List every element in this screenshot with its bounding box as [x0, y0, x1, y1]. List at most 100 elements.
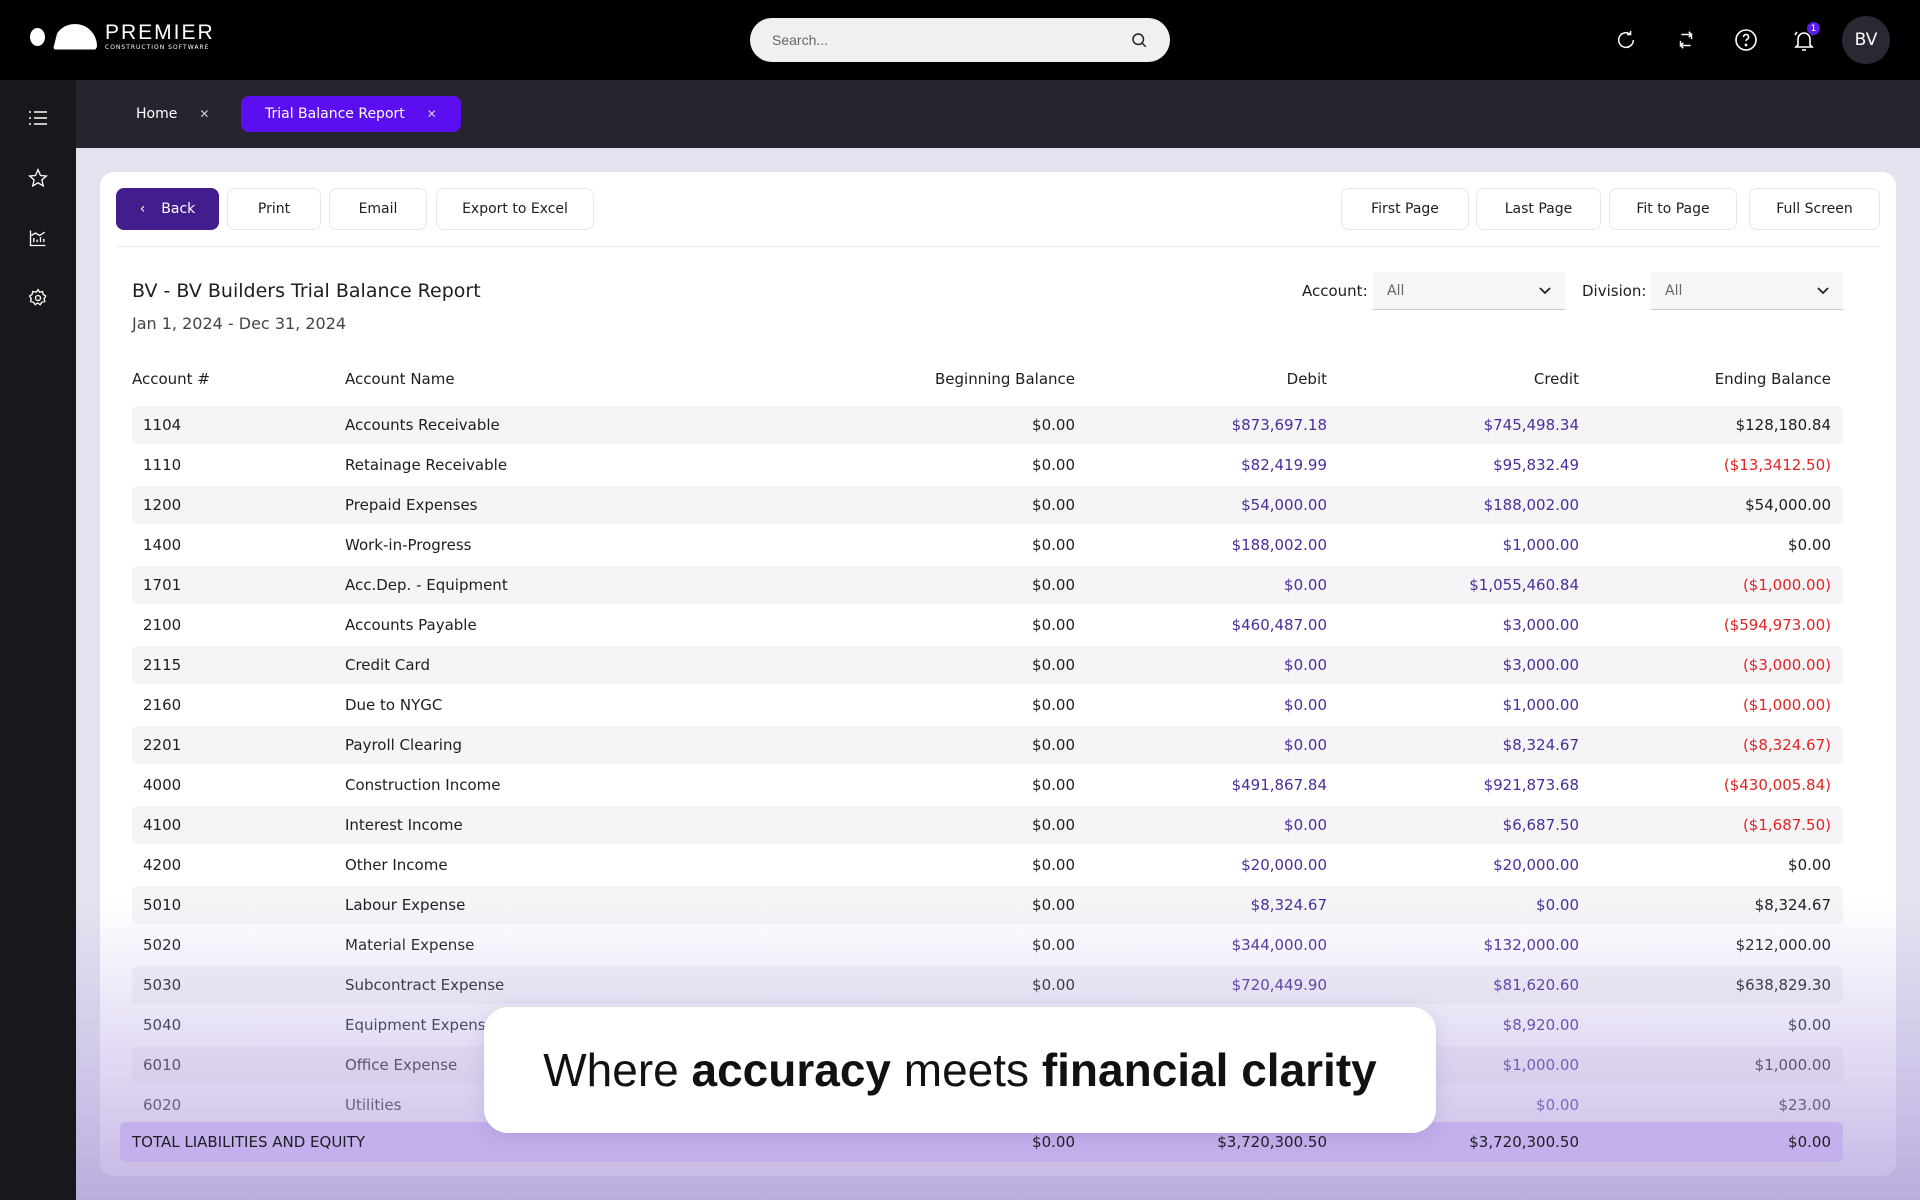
tab-trial-balance-report[interactable]: Trial Balance Report ✕: [241, 96, 461, 132]
cell-credit: $8,324.67: [1502, 736, 1579, 754]
back-label: Back: [161, 201, 196, 217]
cell-beginning-balance: $0.00: [1032, 456, 1075, 474]
cell-credit: $20,000.00: [1493, 856, 1579, 874]
table-row[interactable]: 1400 Work-in-Progress $0.00 $188,002.00 $1,0…: [132, 526, 1843, 564]
cell-beginning-balance: $0.00: [1032, 416, 1075, 434]
search-bar[interactable]: [750, 18, 1170, 62]
cell-debit: $0.00: [1284, 576, 1327, 594]
export-excel-button[interactable]: Export to Excel: [436, 188, 594, 230]
header-beginning-balance: Beginning Balance: [934, 370, 1075, 388]
cell-beginning-balance: $0.00: [1032, 776, 1075, 794]
search-input[interactable]: [772, 32, 1112, 48]
cell-debit: $20,000.00: [1241, 856, 1327, 874]
cell-debit: $0.00: [1284, 736, 1327, 754]
cell-account-number: 2160: [143, 696, 182, 714]
settings-gear-icon[interactable]: [24, 284, 52, 312]
cell-beginning-balance: $0.00: [1032, 536, 1075, 554]
table-row[interactable]: 2201 Payroll Clearing $0.00 $0.00 $8,324.67 (…: [132, 726, 1843, 764]
cell-account-name: Accounts Receivable: [345, 416, 500, 434]
cell-credit: $3,000.00: [1502, 656, 1579, 674]
table-row[interactable]: 1104 Accounts Receivable $0.00 $873,697.18 $…: [132, 406, 1843, 444]
cell-beginning-balance: $0.00: [1032, 816, 1075, 834]
cell-ending-balance: ($430,005.84): [1723, 776, 1831, 794]
header-account-name: Account Name: [345, 370, 455, 388]
fit-to-page-button[interactable]: Fit to Page: [1609, 188, 1737, 230]
account-select[interactable]: All: [1373, 272, 1565, 310]
cell-debit: $720,449.90: [1231, 976, 1327, 994]
cell-account-name: Labour Expense: [345, 896, 466, 914]
cell-ending-balance: $54,000.00: [1745, 496, 1831, 514]
cell-ending-balance: ($1,000.00): [1742, 576, 1831, 594]
tagline-text: meets: [891, 1044, 1042, 1096]
cell-account-name: Payroll Clearing: [345, 736, 462, 754]
cell-debit: $873,697.18: [1231, 416, 1327, 434]
close-tab-icon[interactable]: ✕: [199, 107, 210, 121]
account-select-value: All: [1387, 282, 1405, 299]
notifications-icon[interactable]: 1: [1788, 22, 1820, 56]
cell-account-name: Credit Card: [345, 656, 430, 674]
menu-list-icon[interactable]: [24, 104, 52, 132]
cell-account-number: 1104: [143, 416, 182, 434]
table-row[interactable]: 4000 Construction Income $0.00 $491,867.84 $…: [132, 766, 1843, 804]
refresh-icon[interactable]: [1610, 24, 1642, 56]
cell-debit: $460,487.00: [1231, 616, 1327, 634]
table-row[interactable]: 4100 Interest Income $0.00 $0.00 $6,687.50 ($…: [132, 806, 1843, 844]
tab-bar: Home ✕ Trial Balance Report ✕: [76, 80, 1920, 148]
chevron-left-icon: ‹: [139, 201, 146, 217]
cell-account-name: Material Expense: [345, 936, 475, 954]
table-row[interactable]: 5030 Subcontract Expense $0.00 $720,449.90 $…: [132, 966, 1843, 1004]
sync-icon[interactable]: [1670, 24, 1702, 56]
cell-ending-balance: ($8,324.67): [1742, 736, 1831, 754]
cell-ending-balance: $1,000.00: [1754, 1056, 1831, 1074]
help-icon[interactable]: [1730, 24, 1762, 56]
brand-tagline: CONSTRUCTION SOFTWARE: [105, 44, 210, 51]
cell-debit: $82,419.99: [1241, 456, 1327, 474]
division-select-value: All: [1665, 282, 1683, 299]
tagline-bold: accuracy: [691, 1044, 892, 1096]
full-screen-button[interactable]: Full Screen: [1749, 188, 1880, 230]
table-row[interactable]: 5020 Material Expense $0.00 $344,000.00 $132…: [132, 926, 1843, 964]
tagline-bold: financial clarity: [1041, 1044, 1377, 1096]
table-row[interactable]: 4200 Other Income $0.00 $20,000.00 $20,000.0…: [132, 846, 1843, 884]
user-avatar[interactable]: BV: [1842, 16, 1890, 64]
table-row[interactable]: 1701 Acc.Dep. - Equipment $0.00 $0.00 $1,055…: [132, 566, 1843, 604]
cell-account-name: Prepaid Expenses: [345, 496, 478, 514]
cell-account-number: 1701: [143, 576, 182, 594]
reports-chart-icon[interactable]: [24, 224, 52, 252]
cell-beginning-balance: $0.00: [1032, 936, 1075, 954]
cell-debit: $188,002.00: [1231, 536, 1327, 554]
cell-ending-balance: ($1,687.50): [1742, 816, 1831, 834]
table-row[interactable]: 1200 Prepaid Expenses $0.00 $54,000.00 $188,…: [132, 486, 1843, 524]
table-row[interactable]: 2100 Accounts Payable $0.00 $460,487.00 $3,0…: [132, 606, 1843, 644]
table-row[interactable]: 2115 Credit Card $0.00 $0.00 $3,000.00 ($3,00…: [132, 646, 1843, 684]
email-button[interactable]: Email: [329, 188, 427, 230]
back-button[interactable]: ‹ Back: [116, 188, 219, 230]
last-page-button[interactable]: Last Page: [1476, 188, 1601, 230]
table-row[interactable]: 2160 Due to NYGC $0.00 $0.00 $1,000.00 ($1,00…: [132, 686, 1843, 724]
tagline-banner: Where accuracy meets financial clarity: [484, 1007, 1436, 1133]
close-tab-icon[interactable]: ✕: [426, 107, 437, 121]
tab-home[interactable]: Home ✕: [112, 96, 233, 132]
first-page-button[interactable]: First Page: [1341, 188, 1469, 230]
cell-account-name: Acc.Dep. - Equipment: [345, 576, 508, 594]
chevron-down-icon: [1817, 286, 1829, 294]
print-button[interactable]: Print: [227, 188, 321, 230]
division-select[interactable]: All: [1651, 272, 1843, 310]
table-row[interactable]: 1110 Retainage Receivable $0.00 $82,419.99 $…: [132, 446, 1843, 484]
cell-beginning-balance: $0.00: [1032, 856, 1075, 874]
toolbar-divider: [116, 246, 1880, 247]
cell-credit: $1,000.00: [1502, 696, 1579, 714]
cell-ending-balance: $638,829.30: [1735, 976, 1831, 994]
favorites-star-icon[interactable]: [24, 164, 52, 192]
cell-credit: $745,498.34: [1483, 416, 1579, 434]
cell-account-number: 2115: [143, 656, 182, 674]
cell-account-number: 5040: [143, 1016, 182, 1034]
cell-account-name: Interest Income: [345, 816, 463, 834]
cell-credit: $0.00: [1536, 896, 1579, 914]
cell-beginning-balance: $0.00: [1032, 736, 1075, 754]
table-row[interactable]: 5010 Labour Expense $0.00 $8,324.67 $0.00 $8,…: [132, 886, 1843, 924]
logo[interactable]: PREMIER CONSTRUCTION SOFTWARE: [30, 22, 215, 51]
search-icon[interactable]: [1130, 31, 1148, 49]
cell-account-number: 5030: [143, 976, 182, 994]
cell-ending-balance: $212,000.00: [1735, 936, 1831, 954]
